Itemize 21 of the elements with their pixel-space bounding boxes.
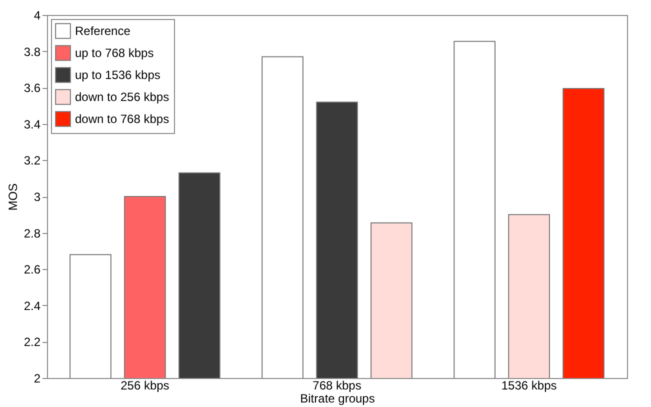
x-tick-label: 1536 kbps [501, 378, 557, 392]
y-tick-label: 4 [34, 8, 41, 22]
x-tick-label: 768 kbps [312, 378, 362, 392]
y-tick-label: 2.6 [24, 262, 41, 277]
legend-label: down to 256 kbps [75, 90, 170, 104]
x-axis-title: Bitrate groups [300, 392, 375, 406]
y-tick-label: 3.6 [24, 81, 41, 96]
y-tick-label: 3.8 [24, 44, 41, 59]
x-tick-label: 256 kbps [120, 378, 170, 392]
y-tick-label: 3.4 [24, 117, 41, 132]
legend-label: Reference [75, 24, 131, 38]
y-tick-label: 3 [34, 190, 41, 204]
y-tick-label: 2.4 [24, 298, 41, 313]
legend-label: down to 768 kbps [75, 112, 170, 126]
y-tick-label: 2 [34, 372, 41, 386]
y-tick-label: 2.8 [24, 226, 41, 240]
legend-label: up to 1536 kbps [75, 68, 160, 82]
legend-label: up to 768 kbps [75, 46, 154, 60]
y-axis-title: MOS [6, 183, 20, 211]
y-tick-label: 2.2 [24, 335, 41, 350]
y-tick-label: 3.2 [24, 154, 41, 168]
